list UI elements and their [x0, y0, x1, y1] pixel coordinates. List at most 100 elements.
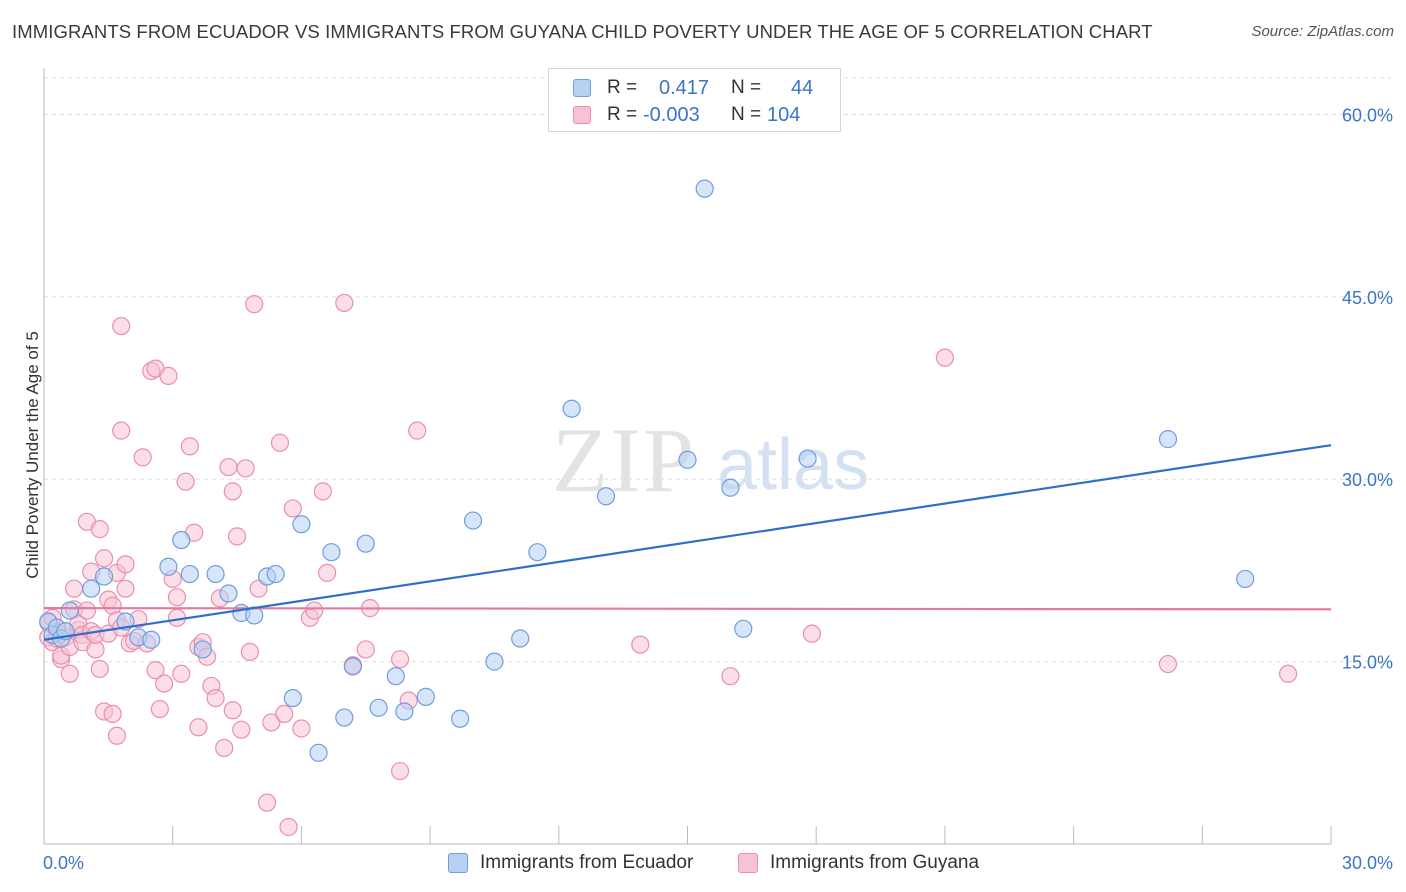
- guyana-points: [39, 293, 1298, 837]
- ecuador-point: [219, 584, 238, 603]
- guyana-point: [390, 761, 410, 781]
- guyana-swatch: [573, 106, 591, 124]
- ecuador-point: [511, 629, 530, 648]
- legend-n-value: 104: [767, 104, 801, 126]
- ecuador-point: [451, 709, 470, 728]
- ecuador-swatch: [448, 853, 468, 873]
- watermark: ZIP atlas: [552, 409, 869, 511]
- axes: [43, 68, 1332, 845]
- ecuador-point: [395, 702, 414, 721]
- ecuador-point: [1236, 569, 1255, 589]
- guyana-point: [60, 664, 79, 683]
- guyana-point: [245, 295, 264, 314]
- guyana-point: [133, 448, 152, 467]
- ecuador-point: [369, 698, 388, 717]
- guyana-point: [116, 579, 135, 598]
- guyana-point: [176, 472, 195, 491]
- legend-r-value: -0.003: [643, 104, 700, 126]
- guyana-point: [116, 555, 135, 574]
- guyana-point: [390, 650, 410, 669]
- ecuador-point: [335, 708, 354, 727]
- legend-r-label: R =: [607, 77, 638, 98]
- ecuador-point: [266, 564, 285, 584]
- source-credit: Source: ZipAtlas.com: [1251, 23, 1394, 40]
- guyana-point: [227, 527, 247, 546]
- ecuador-point: [193, 640, 212, 659]
- ecuador-point: [322, 543, 341, 562]
- guyana-point: [275, 704, 294, 724]
- ecuador-point: [485, 652, 504, 671]
- guyana-point: [189, 718, 208, 737]
- ecuador-point: [528, 543, 547, 562]
- ecuador-point: [206, 564, 225, 584]
- guyana-point: [631, 635, 650, 654]
- watermark-zip: ZIP: [552, 409, 696, 511]
- guyana-point: [94, 549, 114, 568]
- guyana-point: [215, 738, 234, 758]
- ecuador-point: [721, 478, 740, 497]
- guyana-trend-line: [43, 607, 1332, 611]
- guyana-point: [223, 482, 242, 501]
- x-tick-label: 30.0%: [1342, 853, 1393, 873]
- x-tick-labels: 0.0% 30.0%: [43, 853, 1393, 873]
- guyana-point: [305, 601, 324, 620]
- ecuador-point: [292, 515, 311, 534]
- guyana-point: [257, 793, 277, 812]
- guyana-point: [150, 699, 169, 719]
- y-tick-label: 15.0%: [1342, 653, 1393, 673]
- guyana-point: [90, 659, 109, 679]
- ecuador-point: [94, 567, 114, 586]
- y-tick-label: 45.0%: [1342, 288, 1393, 308]
- guyana-point: [223, 701, 242, 720]
- legend-row-guyana: R = -0.003 N = 104: [549, 102, 840, 128]
- guyana-point: [90, 519, 109, 539]
- guyana-point: [1278, 664, 1298, 683]
- ecuador-point: [1158, 430, 1178, 449]
- guyana-point: [172, 664, 191, 683]
- guyana-point: [335, 293, 354, 313]
- guyana-point: [236, 459, 255, 478]
- y-axis-label: Child Poverty Under the Age of 5: [23, 331, 42, 579]
- guyana-point: [159, 366, 178, 385]
- ecuador-point: [172, 530, 191, 550]
- guyana-point: [64, 579, 84, 598]
- y-tick-labels: 15.0% 30.0% 45.0% 60.0%: [1342, 105, 1393, 672]
- legend-n-label: N =: [731, 77, 762, 98]
- legend-n-label: N =: [731, 104, 762, 125]
- guyana-point: [206, 688, 225, 708]
- ecuador-point: [159, 557, 178, 576]
- guyana-swatch: [738, 853, 758, 873]
- chart-title: IMMIGRANTS FROM ECUADOR VS IMMIGRANTS FR…: [12, 21, 1153, 42]
- guyana-point: [935, 348, 955, 367]
- ecuador-point: [416, 687, 435, 706]
- ecuador-trend-line: [43, 444, 1332, 641]
- trend-lines: [43, 444, 1332, 641]
- ecuador-point: [463, 511, 483, 530]
- guyana-point: [155, 674, 174, 693]
- y-tick-label: 30.0%: [1342, 470, 1393, 490]
- guyana-point: [219, 457, 238, 477]
- x-tick-label: 0.0%: [43, 853, 84, 873]
- ecuador-point: [309, 743, 328, 762]
- guyana-legend-label: Immigrants from Guyana: [770, 852, 980, 873]
- ecuador-point: [562, 399, 581, 418]
- ecuador-point: [596, 487, 616, 506]
- ecuador-point: [283, 688, 302, 708]
- ecuador-point: [734, 619, 753, 638]
- guyana-point: [146, 661, 165, 680]
- guyana-point: [802, 624, 822, 643]
- guyana-point: [112, 316, 131, 336]
- guyana-point: [112, 421, 131, 440]
- guyana-point: [103, 704, 122, 724]
- ecuador-points: [39, 179, 1255, 762]
- ecuador-point: [678, 450, 697, 469]
- guyana-point: [180, 437, 199, 456]
- guyana-point: [107, 726, 127, 745]
- guyana-point: [167, 588, 187, 607]
- legend-row-ecuador: R = 0.417 N = 44: [549, 75, 840, 101]
- ecuador-legend-label: Immigrants from Ecuador: [480, 852, 694, 873]
- correlation-legend: R = 0.417 N = 44 R = -0.003 N = 104: [548, 68, 841, 132]
- legend-r-label: R =: [607, 104, 638, 125]
- guyana-point: [318, 563, 337, 582]
